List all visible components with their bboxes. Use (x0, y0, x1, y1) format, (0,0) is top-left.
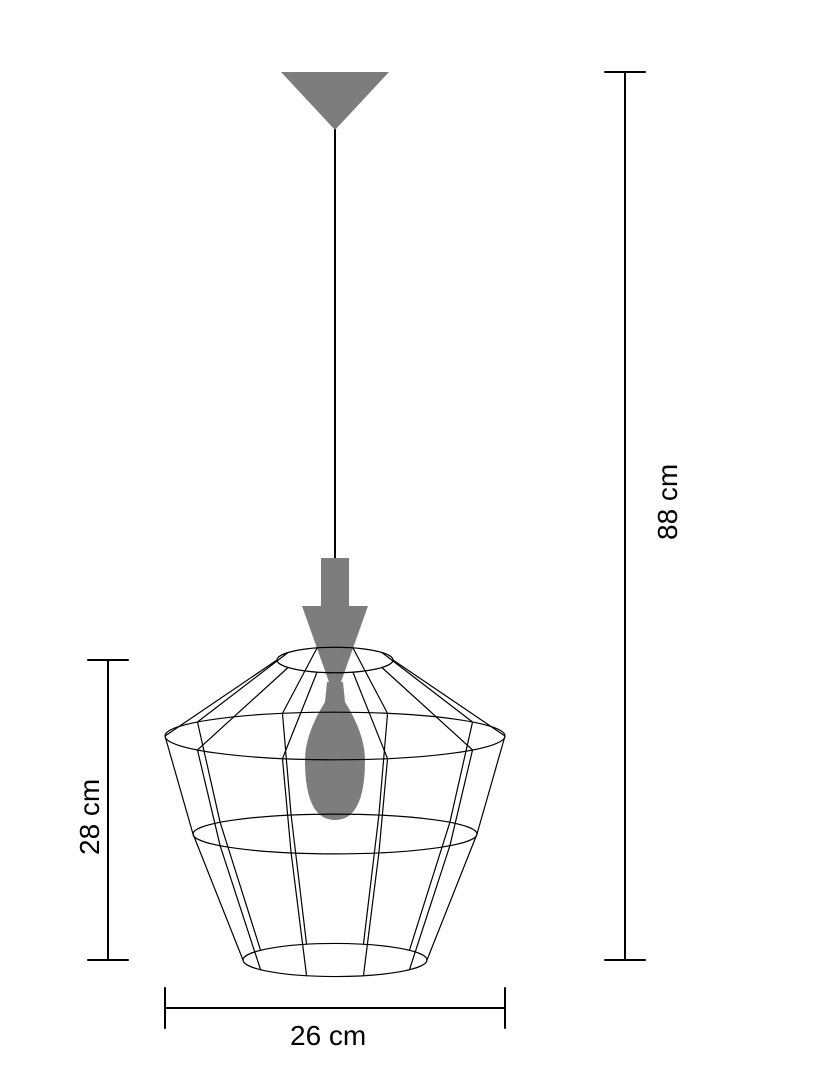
dim-label-shade-width: 26 cm (290, 1020, 366, 1052)
dim-label-total-height: 88 cm (652, 464, 684, 540)
dim-label-shade-height: 28 cm (74, 779, 106, 855)
lamp-dimension-svg (0, 0, 830, 1080)
diagram-canvas: 88 cm 28 cm 26 cm (0, 0, 830, 1080)
